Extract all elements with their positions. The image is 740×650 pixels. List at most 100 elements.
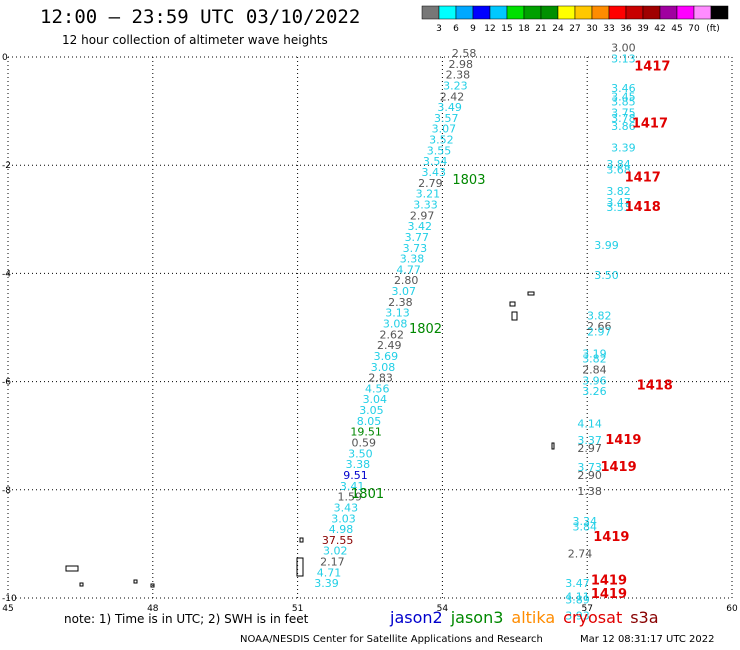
swh-label: 3.82	[606, 185, 631, 198]
legend-label: 18	[518, 24, 530, 34]
legend-swatch	[540, 5, 559, 20]
pass-time-label: 1419	[591, 573, 627, 588]
y-tick-label: -10	[2, 594, 17, 604]
swh-label: 3.02	[323, 545, 348, 558]
swh-label: 2.49	[377, 339, 402, 352]
legend-swatch	[472, 5, 491, 20]
y-tick-label: -2	[2, 161, 11, 171]
island-outline	[150, 583, 155, 588]
swh-label: 3.41	[340, 480, 365, 493]
swh-label: 4.77	[396, 263, 421, 276]
swh-label: 2.98	[448, 58, 473, 71]
swh-label: 3.39	[314, 577, 339, 590]
swh-label: 3.47	[606, 196, 631, 209]
legend-swatch	[506, 5, 525, 20]
swh-label: 3.93	[565, 610, 590, 623]
swh-label: 2.97	[577, 442, 602, 455]
swh-label: 3.99	[594, 239, 619, 252]
island-outline	[509, 301, 516, 307]
swh-label: 3.78	[611, 112, 636, 125]
swh-label: 3.50	[594, 269, 619, 282]
swh-label: 3.13	[385, 307, 410, 320]
island-outline	[65, 565, 79, 572]
x-tick-label: 60	[726, 604, 738, 614]
swh-label: 1.38	[577, 485, 602, 498]
swh-label: 9.51	[343, 469, 368, 482]
swh-label: 3.73	[403, 242, 428, 255]
pass-time-label: 1417	[625, 170, 661, 185]
legend-swatch	[455, 5, 474, 20]
swh-label: 4.56	[365, 382, 390, 395]
swh-label: 2.97	[410, 209, 435, 222]
swh-label: 3.75	[611, 107, 636, 120]
legend-label: 3	[436, 24, 442, 34]
pass-time-label: 1417	[634, 60, 670, 75]
legend-label: 33	[603, 24, 614, 34]
legend-swatch	[625, 5, 644, 20]
island-outline	[79, 582, 84, 587]
x-tick-label: 45	[2, 604, 13, 614]
swh-label: 3.13	[611, 52, 636, 65]
swh-label: 19.51	[350, 426, 382, 439]
legend-swatch	[710, 5, 729, 20]
swh-label: 3.84	[573, 520, 598, 533]
swh-label: 2.97	[587, 326, 612, 339]
swh-label: 3.00	[611, 42, 636, 55]
island-outline	[296, 557, 304, 577]
legend-label: (ft)	[706, 24, 720, 34]
swh-label: 3.77	[405, 231, 430, 244]
legend-swatch	[489, 5, 508, 20]
pass-time-label: 1418	[637, 379, 673, 394]
generated-timestamp: Mar 12 08:31:17 UTC 2022	[580, 634, 715, 645]
x-tick-label: 51	[292, 604, 303, 614]
swh-label: 3.45	[611, 90, 636, 103]
legend-swatch	[591, 5, 610, 20]
island-outline	[511, 311, 518, 321]
legend-label: 70	[688, 24, 700, 34]
swh-label: 2.62	[379, 328, 404, 341]
y-tick-label: -6	[2, 378, 11, 388]
map-title: 12:00 – 23:59 UTC 03/10/2022	[40, 6, 361, 28]
swh-label: 3.89	[565, 593, 590, 606]
x-tick-label: 48	[147, 604, 159, 614]
legend-label: 27	[569, 24, 580, 34]
swh-label: 2.80	[394, 274, 419, 287]
pass-time-label: 1419	[605, 433, 641, 448]
swh-label: 3.08	[383, 318, 408, 331]
satellite-jason2: jason2	[390, 608, 443, 627]
swh-label: 3.07	[432, 123, 457, 136]
swh-label: 3.57	[434, 112, 459, 125]
swh-label: 3.26	[582, 385, 607, 398]
y-tick-label: -8	[2, 486, 11, 496]
swh-label: 3.96	[582, 374, 607, 387]
swh-label: 3.55	[427, 144, 452, 157]
map-subtitle: 12 hour collection of altimeter wave hei…	[62, 33, 328, 47]
swh-label: 4.71	[317, 566, 342, 579]
swh-label: 3.43	[334, 501, 359, 514]
swh-label: 3.50	[348, 447, 373, 460]
swh-label: 2.79	[418, 177, 443, 190]
pass-time-label: 1418	[625, 200, 661, 215]
swh-label: 3.54	[423, 155, 448, 168]
swh-label: 3.21	[416, 188, 441, 201]
swh-label: 3.03	[331, 512, 356, 525]
legend-swatch	[693, 5, 712, 20]
swh-label: 3.82	[582, 353, 607, 366]
island-outline	[133, 579, 138, 584]
swh-label: 3.23	[443, 79, 468, 92]
pass-time-label: 1419	[593, 530, 629, 545]
swh-label: 2.84	[582, 363, 607, 376]
swh-label: 2.38	[446, 69, 471, 82]
swh-label: 3.38	[346, 458, 371, 471]
legend-label: 12	[484, 24, 495, 34]
swh-label: 3.86	[611, 120, 636, 133]
swh-label: 3.82	[587, 309, 612, 322]
swh-label: 3.05	[359, 404, 384, 417]
x-tick-label: 54	[437, 604, 449, 614]
swh-label: 2.38	[388, 296, 413, 309]
legend-swatch	[421, 5, 440, 20]
swh-label: 3.73	[577, 461, 602, 474]
swh-label: 4.14	[577, 418, 602, 431]
swh-label: 2.83	[368, 372, 393, 385]
legend-label: 45	[671, 24, 682, 34]
